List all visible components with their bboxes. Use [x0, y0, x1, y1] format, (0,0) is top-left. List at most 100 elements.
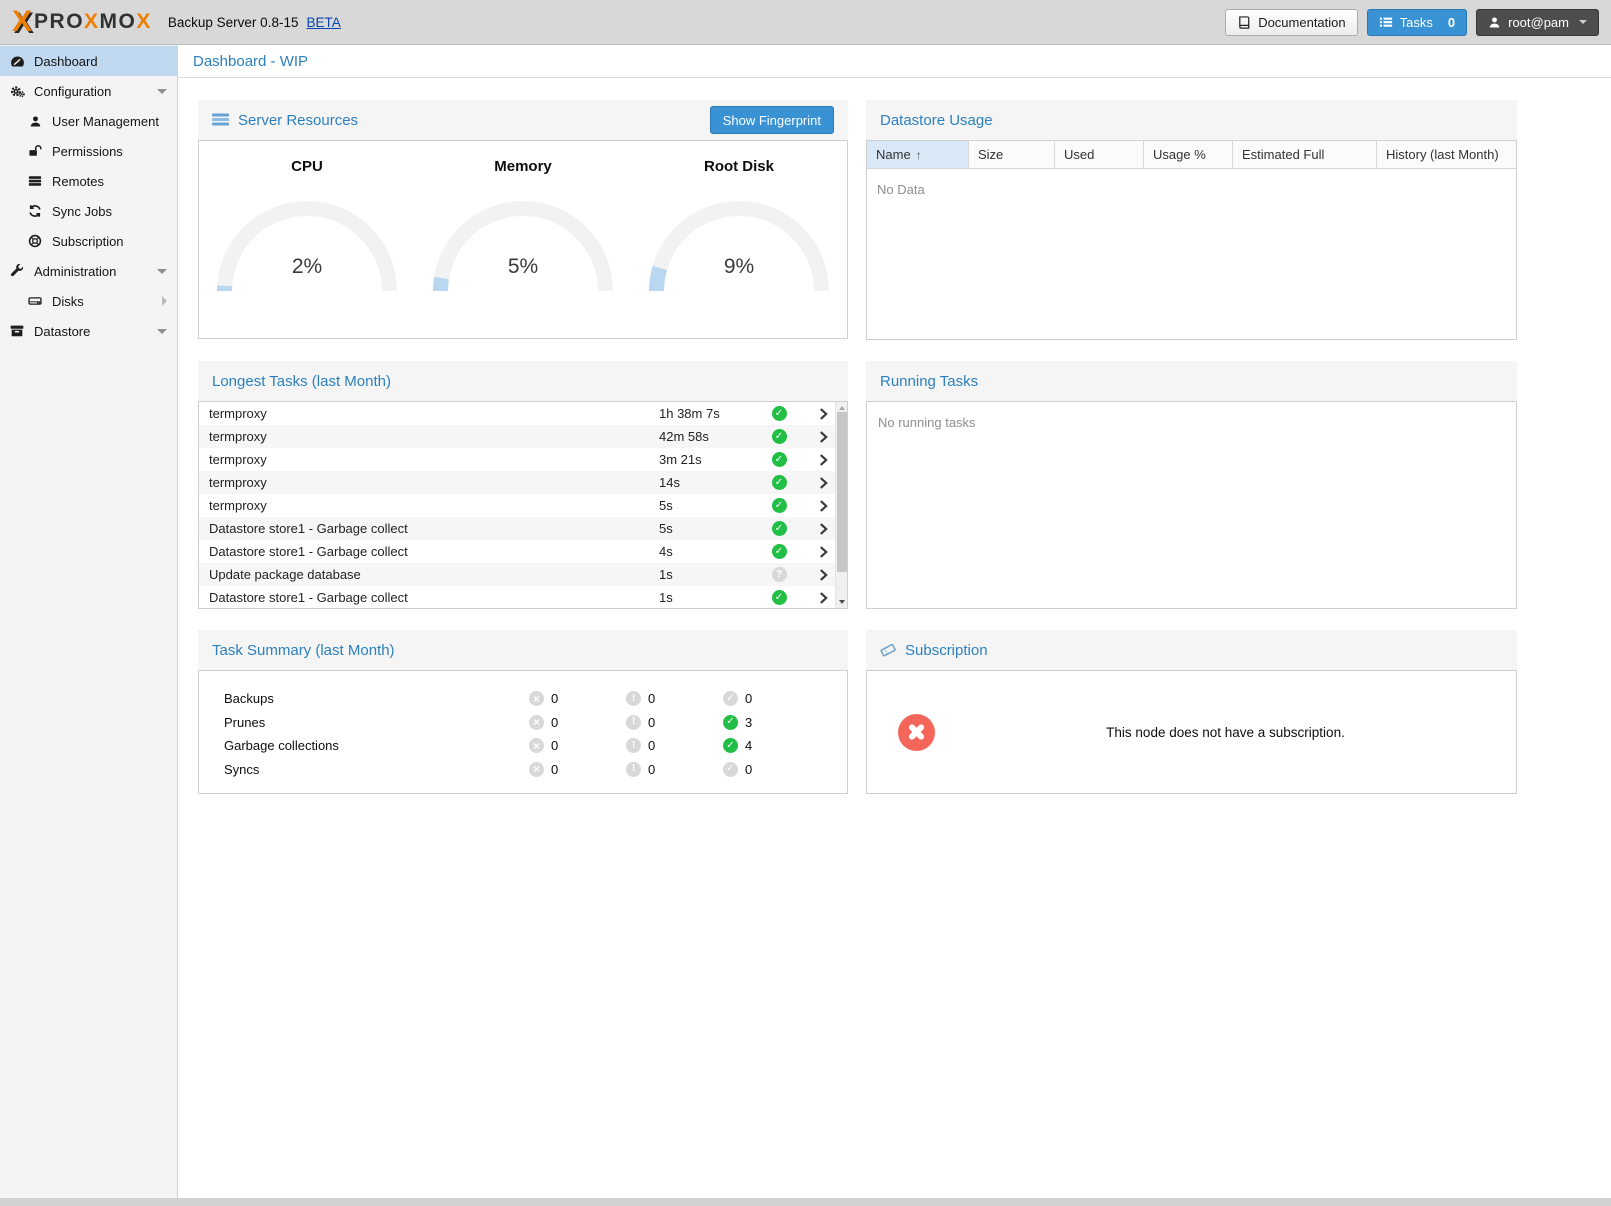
gauge-label: Root Disk [703, 158, 774, 175]
column-header-size[interactable]: Size [969, 141, 1055, 168]
count-value: 0 [551, 761, 559, 777]
chevron-right-icon[interactable] [799, 499, 847, 513]
documentation-label: Documentation [1258, 14, 1346, 30]
task-name: termproxy [209, 498, 267, 513]
count-value: 0 [745, 691, 753, 707]
chevron-right-icon[interactable] [799, 591, 847, 605]
status-icon [759, 544, 799, 559]
scroll-down-arrow-icon[interactable] [839, 600, 845, 604]
summary-row-backups: Backups 0 0 0 [199, 687, 847, 711]
chevron-right-icon[interactable] [799, 568, 847, 582]
main-area: Dashboard - WIP [178, 45, 1611, 1198]
tasks-button[interactable]: Tasks 0 [1366, 8, 1468, 36]
sidebar-item-datastore[interactable]: Datastore [0, 316, 177, 346]
status-icon [759, 567, 799, 582]
sidebar-item-user-management[interactable]: User Management [0, 106, 177, 136]
chevron-right-icon[interactable] [799, 407, 847, 421]
collapse-arrow-icon[interactable] [157, 88, 167, 94]
header-actions: Documentation Tasks 0 [1225, 8, 1599, 36]
count-value: 0 [551, 691, 559, 707]
collapse-arrow-icon[interactable] [157, 328, 167, 334]
user-icon [1488, 16, 1501, 29]
warning-icon [626, 691, 641, 707]
chevron-right-icon[interactable] [799, 430, 847, 444]
collapse-arrow-icon[interactable] [157, 268, 167, 274]
summary-label: Syncs [224, 761, 260, 777]
sidebar-item-administration[interactable]: Administration [0, 256, 177, 286]
beta-link[interactable]: BETA [306, 14, 341, 30]
status-icon [759, 475, 799, 490]
error-icon [529, 761, 544, 777]
task-row[interactable]: Datastore store1 - Garbage collect 4s [199, 540, 847, 563]
warning-icon [626, 738, 641, 754]
task-row[interactable]: termproxy 42m 58s [199, 425, 847, 448]
scrollbar[interactable] [835, 402, 847, 608]
task-row[interactable]: termproxy 5s [199, 494, 847, 517]
tachometer-icon [9, 54, 25, 69]
summary-label: Prunes [224, 714, 266, 730]
column-header-name[interactable]: Name ↑ [867, 141, 969, 168]
task-duration: 4s [659, 544, 673, 559]
column-header-estimated-full[interactable]: Estimated Full [1233, 141, 1377, 168]
no-running-tasks-text: No running tasks [878, 415, 976, 430]
sidebar-item-remotes[interactable]: Remotes [0, 166, 177, 196]
sidebar-item-label: Sync Jobs [52, 203, 112, 219]
sidebar-item-disks[interactable]: Disks [0, 286, 177, 316]
count-value: 0 [551, 714, 559, 730]
sidebar-item-label: Subscription [52, 233, 124, 249]
column-header-history[interactable]: History (last Month) [1377, 141, 1516, 168]
ticket-icon [877, 639, 899, 661]
task-list-icon [1379, 15, 1393, 29]
logo-part: X [136, 10, 152, 33]
task-row[interactable]: termproxy 3m 21s [199, 448, 847, 471]
count-value: 0 [745, 761, 753, 777]
logo-part: PRO [34, 10, 85, 33]
task-row[interactable]: Datastore store1 - Garbage collect 5s [199, 517, 847, 540]
panel-title: Subscription [905, 641, 988, 659]
task-row[interactable]: termproxy 1h 38m 7s [199, 402, 847, 425]
panel-title: Server Resources [238, 111, 359, 129]
task-row[interactable]: termproxy 14s [199, 471, 847, 494]
error-count: 0 [529, 691, 626, 707]
sidebar-item-label: User Management [52, 113, 159, 129]
sidebar: Dashboard Configuration [0, 45, 178, 1198]
gauge-value: 9% [723, 255, 755, 278]
datastore-usage-panel: Datastore Usage Name ↑ Size [866, 100, 1517, 340]
chevron-right-icon[interactable] [799, 545, 847, 559]
column-header-usage-pct[interactable]: Usage % [1144, 141, 1233, 168]
panel-title: Datastore Usage [880, 111, 993, 129]
user-label: root@pam [1508, 14, 1569, 30]
sidebar-item-subscription[interactable]: Subscription [0, 226, 177, 256]
sidebar-item-sync-jobs[interactable]: Sync Jobs [0, 196, 177, 226]
task-name: Datastore store1 - Garbage collect [209, 590, 408, 605]
proxmox-wordmark: PROXMOX [34, 10, 152, 34]
sidebar-item-configuration[interactable]: Configuration [0, 76, 177, 106]
summary-label: Backups [224, 691, 274, 707]
subscription-message: This node does not have a subscription. [1106, 724, 1345, 740]
column-label: History (last Month) [1386, 147, 1499, 162]
warning-count: 0 [626, 761, 723, 777]
product-name: Backup Server 0.8-15 [167, 14, 299, 30]
column-header-used[interactable]: Used [1055, 141, 1144, 168]
scrollbar-thumb[interactable] [837, 412, 847, 572]
task-duration: 5s [659, 521, 673, 536]
task-name: Datastore store1 - Garbage collect [209, 544, 408, 559]
show-fingerprint-button[interactable]: Show Fingerprint [709, 106, 834, 134]
ok-count: 0 [723, 761, 820, 777]
documentation-button[interactable]: Documentation [1225, 8, 1358, 36]
task-row[interactable]: Datastore store1 - Garbage collect 1s [199, 586, 847, 608]
sidebar-item-dashboard[interactable]: Dashboard [0, 46, 177, 76]
archive-icon [9, 324, 25, 338]
cpu-gauge: CPU 2% [212, 141, 402, 338]
chevron-right-icon[interactable] [799, 453, 847, 467]
gauge-arc [649, 201, 829, 292]
user-menu-button[interactable]: root@pam [1476, 8, 1599, 36]
chevron-right-icon[interactable] [799, 476, 847, 490]
chevron-right-icon[interactable] [799, 522, 847, 536]
expand-arrow-icon[interactable] [162, 296, 167, 306]
window-bottom-strip [0, 1198, 1611, 1206]
scroll-up-arrow-icon[interactable] [839, 406, 845, 410]
sidebar-item-permissions[interactable]: Permissions [0, 136, 177, 166]
task-row[interactable]: Update package database 1s [199, 563, 847, 586]
